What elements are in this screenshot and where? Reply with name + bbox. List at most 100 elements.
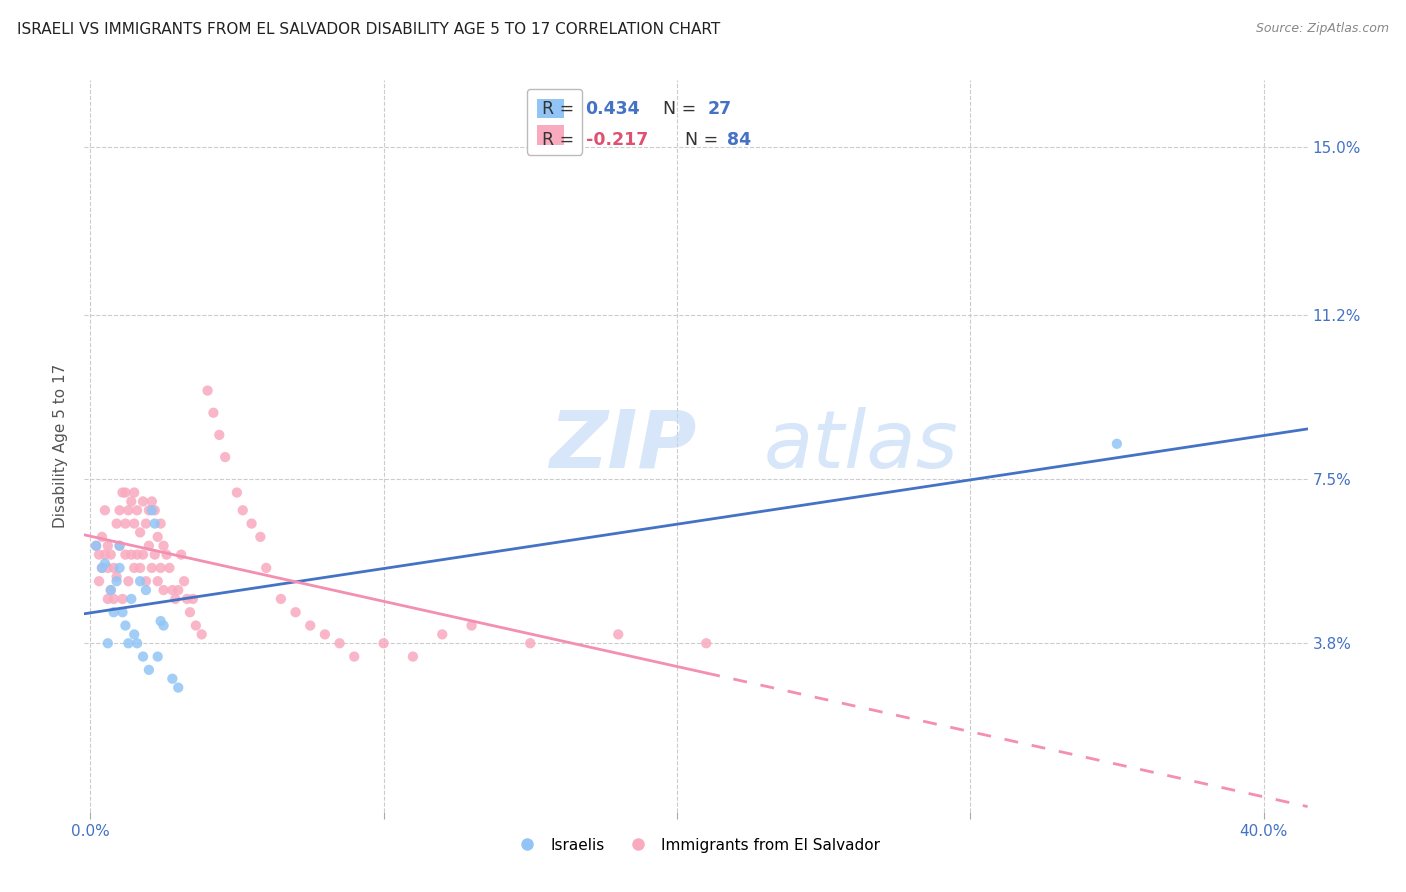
- Point: [135, 574, 157, 589]
- Point: [129, 574, 152, 589]
- Point: [105, 570, 128, 584]
- Point: [84, 539, 107, 553]
- Text: R =: R =: [541, 131, 579, 149]
- Point: [162, 672, 184, 686]
- Point: [127, 636, 149, 650]
- Point: [149, 614, 172, 628]
- Point: [138, 539, 160, 553]
- Point: [108, 561, 131, 575]
- Point: [141, 494, 163, 508]
- Point: [129, 525, 152, 540]
- Point: [111, 591, 134, 606]
- Point: [103, 561, 125, 575]
- Point: [695, 636, 717, 650]
- Point: [176, 591, 198, 606]
- Point: [143, 548, 166, 562]
- Point: [208, 428, 231, 442]
- Point: [146, 530, 169, 544]
- Point: [232, 503, 254, 517]
- Point: [100, 583, 122, 598]
- Point: [100, 583, 122, 598]
- Point: [103, 605, 125, 619]
- Point: [167, 681, 190, 695]
- Point: [100, 548, 122, 562]
- Point: [373, 636, 395, 650]
- Point: [97, 591, 120, 606]
- Text: 84: 84: [727, 131, 752, 149]
- Point: [179, 605, 201, 619]
- Point: [162, 583, 184, 598]
- Point: [152, 539, 174, 553]
- Point: [149, 561, 172, 575]
- Point: [105, 516, 128, 531]
- Point: [129, 561, 152, 575]
- Point: [108, 539, 131, 553]
- Point: [240, 516, 263, 531]
- Point: [91, 561, 114, 575]
- Point: [299, 618, 322, 632]
- Point: [132, 649, 155, 664]
- Text: -0.217: -0.217: [585, 131, 648, 149]
- Point: [120, 548, 142, 562]
- Point: [167, 583, 190, 598]
- Point: [329, 636, 352, 650]
- Point: [170, 548, 193, 562]
- Point: [114, 618, 136, 632]
- Text: ISRAELI VS IMMIGRANTS FROM EL SALVADOR DISABILITY AGE 5 TO 17 CORRELATION CHART: ISRAELI VS IMMIGRANTS FROM EL SALVADOR D…: [17, 22, 720, 37]
- Point: [135, 516, 157, 531]
- Point: [127, 548, 149, 562]
- Point: [165, 591, 187, 606]
- Point: [146, 649, 169, 664]
- Point: [432, 627, 454, 641]
- Point: [225, 485, 247, 500]
- Point: [254, 561, 277, 575]
- Point: [114, 516, 136, 531]
- Point: [152, 583, 174, 598]
- Point: [132, 494, 155, 508]
- Point: [314, 627, 336, 641]
- Point: [184, 618, 207, 632]
- Point: [149, 516, 172, 531]
- Point: [159, 561, 181, 575]
- Point: [249, 530, 271, 544]
- Point: [97, 636, 120, 650]
- Point: [122, 485, 145, 500]
- Point: [87, 548, 110, 562]
- Point: [284, 605, 307, 619]
- Point: [197, 384, 219, 398]
- Point: [1105, 437, 1128, 451]
- Text: Source: ZipAtlas.com: Source: ZipAtlas.com: [1256, 22, 1389, 36]
- Point: [120, 591, 142, 606]
- Point: [122, 516, 145, 531]
- Point: [519, 636, 541, 650]
- Point: [91, 561, 114, 575]
- Point: [108, 539, 131, 553]
- Point: [152, 618, 174, 632]
- Point: [173, 574, 195, 589]
- Legend: Israelis, Immigrants from El Salvador: Israelis, Immigrants from El Salvador: [506, 831, 886, 859]
- Point: [270, 591, 292, 606]
- Text: N =: N =: [651, 100, 702, 118]
- Point: [155, 548, 177, 562]
- Point: [122, 561, 145, 575]
- Y-axis label: Disability Age 5 to 17: Disability Age 5 to 17: [53, 364, 69, 528]
- Point: [94, 557, 117, 571]
- Text: 0.434: 0.434: [585, 100, 640, 118]
- Point: [117, 636, 139, 650]
- Point: [460, 618, 482, 632]
- Point: [202, 406, 225, 420]
- Point: [114, 548, 136, 562]
- Point: [190, 627, 212, 641]
- Point: [111, 485, 134, 500]
- Point: [127, 503, 149, 517]
- Point: [122, 627, 145, 641]
- Point: [132, 548, 155, 562]
- Text: atlas: atlas: [763, 407, 957, 485]
- Point: [97, 539, 120, 553]
- Text: ZIP: ZIP: [550, 407, 696, 485]
- Point: [141, 561, 163, 575]
- Point: [181, 591, 204, 606]
- Point: [120, 494, 142, 508]
- Point: [91, 530, 114, 544]
- Point: [138, 503, 160, 517]
